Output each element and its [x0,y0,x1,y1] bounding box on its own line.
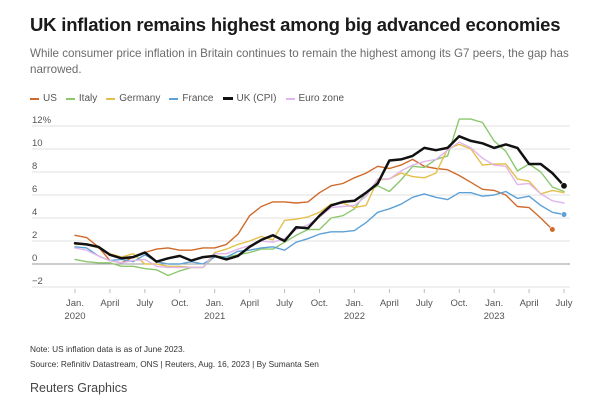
x-tick-label: Jan. [66,298,84,309]
x-tick-label: Oct. [311,298,328,309]
series-end-marker [560,211,568,218]
end-markers [549,182,568,233]
x-tick-year-label: 2021 [204,311,225,322]
legend-label: UK (CPI) [236,93,277,104]
series-line-us [74,158,554,264]
series-line-euro-zone [74,141,565,269]
y-tick-label: −2 [32,276,43,287]
x-tick-label: Jan. [206,298,224,309]
series-line-italy [74,118,565,277]
x-tick-label: July [416,298,433,309]
y-tick-label: 10 [32,138,43,149]
y-tick-label: 0 [32,253,37,264]
legend-item: US [30,93,57,104]
series-line-france [74,190,565,265]
legend-item: Germany [106,93,160,104]
y-tick-label: 4 [32,207,37,218]
x-tick-label: Jan. [485,298,503,309]
x-axis-labels: Jan. 2020 April July Oct. Jan. 2021 April July Oc… [64,289,573,322]
legend-item: Euro zone [285,93,345,104]
series-line-germany [74,143,565,269]
x-tick-year-label: 2023 [484,311,505,322]
series-line-uk-cpi [73,135,566,263]
x-tick-label: April [100,298,119,309]
x-tick-label: July [136,298,153,309]
legend-swatch [222,97,233,100]
legend-swatch [65,97,75,100]
series-end-marker [560,182,568,190]
series-end-marker [549,226,556,233]
grid-lines [32,125,570,288]
x-tick-label: Oct. [451,298,468,309]
y-tick-label: 2 [32,230,37,241]
legend-label: Euro zone [298,93,345,104]
chart-title: UK inflation remains highest among big a… [30,14,561,35]
y-axis-labels: 12% 10 8 6 4 2 0 −2 [32,115,52,287]
legend-swatch [169,97,179,100]
y-tick-label: 8 [32,161,37,172]
x-tick-label: July [556,298,573,309]
note-text: Note: US inflation data is as of June 20… [30,344,185,354]
legend-label: US [43,93,57,104]
legend-swatch [106,97,116,100]
legend-label: Italy [78,93,98,104]
line-chart: 12% 10 8 6 4 2 0 −2 Jan. 2020 April July Oct. Jan. 20… [32,115,573,322]
legend: US Italy Germany France UK (CPI) Euro zone [30,93,344,104]
source-text: Source: Refinitiv Datastream, ONS | Reut… [30,359,319,369]
series-lines [73,118,566,277]
y-tick-label: 12% [32,115,52,126]
x-tick-label: April [380,298,399,309]
chart-subtitle: While consumer price inflation in Britai… [30,47,569,76]
x-tick-label: Oct. [171,298,188,309]
legend-swatch [30,97,39,100]
x-tick-year-label: 2020 [64,311,85,322]
brand-logo-text: Reuters Graphics [30,381,128,395]
legend-item: UK (CPI) [222,93,277,104]
x-tick-label: April [520,298,539,309]
y-tick-label: 6 [32,184,37,195]
x-tick-label: Jan. [345,298,363,309]
legend-swatch [285,97,295,100]
x-tick-label: April [240,298,259,309]
legend-item: France [169,93,214,104]
legend-item: Italy [65,93,98,104]
legend-label: Germany [119,93,161,104]
legend-label: France [182,93,214,104]
x-tick-label: July [276,298,293,309]
x-tick-year-label: 2022 [344,311,365,322]
